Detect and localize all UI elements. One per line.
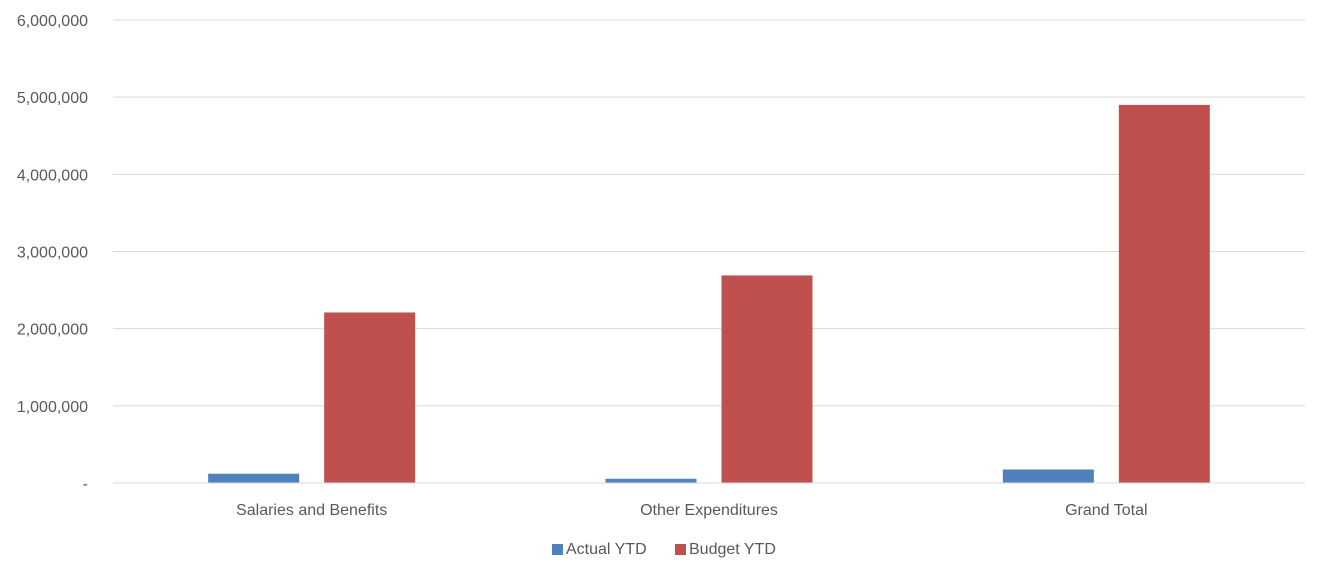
y-tick-label: 5,000,000	[17, 90, 88, 107]
y-tick-label: 1,000,000	[17, 399, 88, 416]
legend-swatch	[552, 544, 563, 555]
bar-actual-ytd	[605, 478, 697, 483]
x-axis: Salaries and Benefits Other Expenditures G…	[113, 482, 1305, 519]
x-category-label: Grand Total	[1065, 502, 1147, 519]
y-tick-label: 6,000,000	[17, 13, 88, 30]
y-tick-label: 2,000,000	[17, 322, 88, 339]
bar-budget-ytd	[1118, 104, 1210, 483]
y-tick-label: 3,000,000	[17, 245, 88, 262]
legend-label: Actual YTD	[566, 541, 647, 558]
legend: Actual YTD Budget YTD	[552, 541, 776, 558]
x-category-label: Other Expenditures	[640, 502, 778, 519]
legend-label: Budget YTD	[689, 541, 776, 558]
legend-swatch	[675, 544, 686, 555]
bar-actual-ytd	[208, 473, 300, 483]
y-tick-label: -	[83, 476, 88, 493]
gridlines	[113, 19, 1305, 407]
bar-actual-ytd	[1002, 469, 1094, 483]
x-category-label: Salaries and Benefits	[236, 502, 387, 519]
y-axis-tick-labels: - 1,000,000 2,000,000 3,000,000 4,000,000 5,0…	[17, 13, 88, 493]
bar-budget-ytd	[324, 312, 416, 483]
bar-budget-ytd	[721, 275, 813, 483]
y-tick-label: 4,000,000	[17, 167, 88, 184]
bars	[208, 104, 1210, 483]
